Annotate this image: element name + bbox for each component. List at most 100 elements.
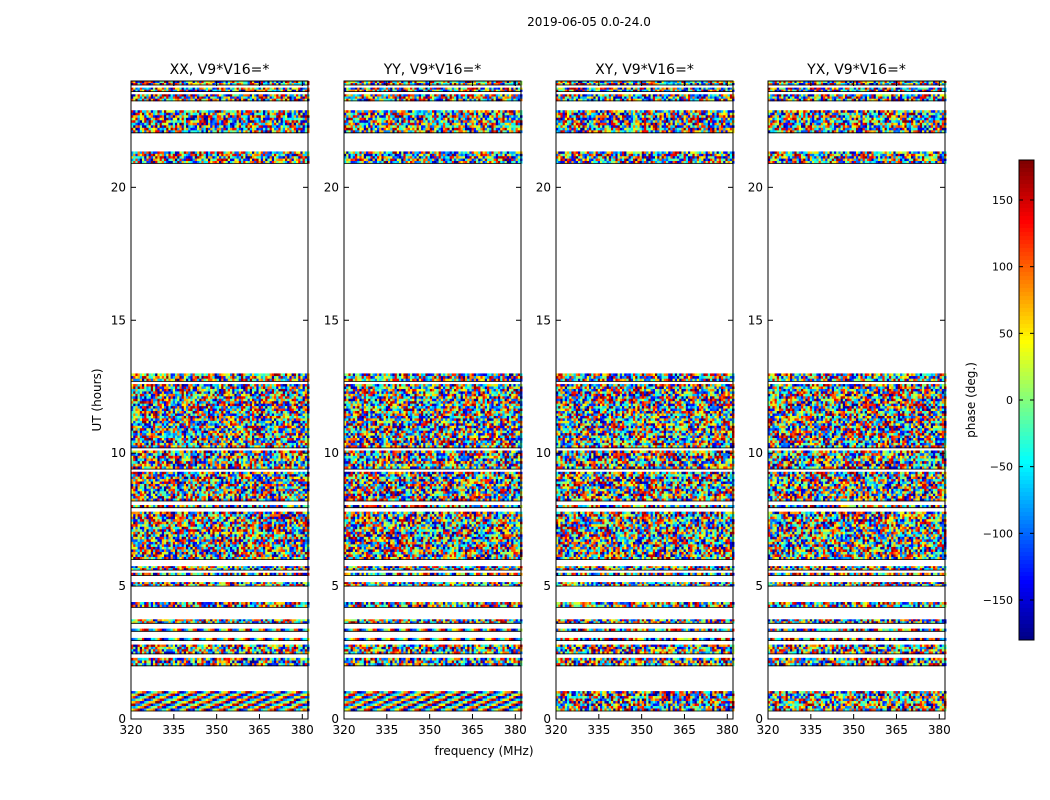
colorbar-segment: [1019, 504, 1034, 509]
y-tick-label: 5: [331, 579, 339, 593]
data-band: [768, 602, 947, 608]
x-tick-label: 380: [928, 723, 951, 737]
colorbar-segment: [1019, 216, 1034, 221]
colorbar-segment: [1019, 476, 1034, 481]
colorbar-segment: [1019, 300, 1034, 305]
colorbar-segment: [1019, 412, 1034, 417]
y-tick-label: 0: [755, 712, 763, 726]
data-band: [768, 573, 947, 576]
colorbar-segment: [1019, 236, 1034, 241]
colorbar-segment: [1019, 408, 1034, 413]
data-band: [768, 451, 947, 470]
colorbar-segment: [1019, 312, 1034, 317]
colorbar-segment: [1019, 164, 1034, 169]
colorbar-segment: [1019, 548, 1034, 553]
data-band: [131, 645, 310, 655]
colorbar-segment: [1019, 628, 1034, 633]
colorbar-segment: [1019, 544, 1034, 549]
data-band: [131, 81, 310, 85]
data-band: [768, 94, 947, 101]
colorbar-segment: [1019, 500, 1034, 505]
x-tick-label: 350: [630, 723, 653, 737]
x-tick-label: 335: [375, 723, 398, 737]
panel-title: XY, V9*V16=*: [595, 62, 694, 78]
colorbar-segment: [1019, 188, 1034, 193]
colorbar-segment: [1019, 460, 1034, 465]
data-band: [344, 619, 523, 623]
data-band: [131, 619, 310, 623]
data-band: [344, 505, 523, 508]
data-band: [344, 451, 523, 470]
colorbar-segment: [1019, 456, 1034, 461]
x-tick-label: 365: [673, 723, 696, 737]
colorbar-segment: [1019, 436, 1034, 441]
y-tick-label: 10: [536, 446, 551, 460]
data-band: [344, 691, 523, 711]
colorbar-segment: [1019, 420, 1034, 425]
colorbar-segment: [1019, 292, 1034, 297]
colorbar-segment: [1019, 260, 1034, 265]
colorbar-tick-label: 100: [992, 261, 1013, 274]
colorbar-segment: [1019, 280, 1034, 285]
colorbar-segment: [1019, 520, 1034, 525]
colorbar-segment: [1019, 348, 1034, 353]
data-band: [344, 81, 523, 85]
colorbar-segment: [1019, 208, 1034, 213]
x-tick-label: 335: [799, 723, 822, 737]
colorbar-segment: [1019, 556, 1034, 561]
colorbar-segment: [1019, 524, 1034, 529]
colorbar-segment: [1019, 268, 1034, 273]
colorbar-segment: [1019, 444, 1034, 449]
colorbar-segment: [1019, 632, 1034, 637]
data-band: [768, 505, 947, 508]
data-band: [556, 373, 735, 381]
data-band: [556, 472, 735, 502]
colorbar-segment: [1019, 448, 1034, 453]
colorbar-segment: [1019, 540, 1034, 545]
data-band: [768, 512, 947, 560]
colorbar-segment: [1019, 368, 1034, 373]
colorbar-segment: [1019, 416, 1034, 421]
x-axis-label: frequency (MHz): [434, 744, 533, 758]
data-band: [556, 658, 735, 666]
colorbar-segment: [1019, 272, 1034, 277]
colorbar-segment: [1019, 276, 1034, 281]
y-tick-label: 20: [536, 180, 551, 194]
colorbar-segment: [1019, 600, 1034, 605]
data-band: [768, 373, 947, 381]
x-tick-label: 365: [885, 723, 908, 737]
colorbar-segment: [1019, 608, 1034, 613]
colorbar-segment: [1019, 400, 1034, 405]
y-tick-label: 10: [748, 446, 763, 460]
colorbar-segment: [1019, 228, 1034, 233]
colorbar-segment: [1019, 440, 1034, 445]
y-tick-label: 10: [111, 446, 126, 460]
data-band: [131, 110, 310, 133]
colorbar-segment: [1019, 472, 1034, 477]
colorbar-segment: [1019, 536, 1034, 541]
y-tick-label: 10: [324, 446, 339, 460]
colorbar-segment: [1019, 168, 1034, 173]
y-tick-label: 5: [118, 579, 126, 593]
colorbar-segment: [1019, 496, 1034, 501]
colorbar-segment: [1019, 616, 1034, 621]
colorbar-tick-label: 50: [999, 327, 1013, 340]
data-band: [556, 451, 735, 470]
colorbar-segment: [1019, 316, 1034, 321]
colorbar-segment: [1019, 468, 1034, 473]
data-band: [768, 81, 947, 85]
x-tick-label: 335: [162, 723, 185, 737]
data-band: [344, 472, 523, 502]
data-band: [768, 691, 947, 711]
y-tick-label: 5: [755, 579, 763, 593]
y-tick-label: 0: [331, 712, 339, 726]
data-band: [556, 602, 735, 608]
y-tick-label: 20: [748, 180, 763, 194]
colorbar-segment: [1019, 372, 1034, 377]
figure: 2019-06-05 0.0-24.0 XX, V9*V16=*320 335 35…: [0, 0, 1050, 800]
colorbar-segment: [1019, 244, 1034, 249]
data-band: [344, 629, 523, 632]
x-tick-label: 350: [418, 723, 441, 737]
